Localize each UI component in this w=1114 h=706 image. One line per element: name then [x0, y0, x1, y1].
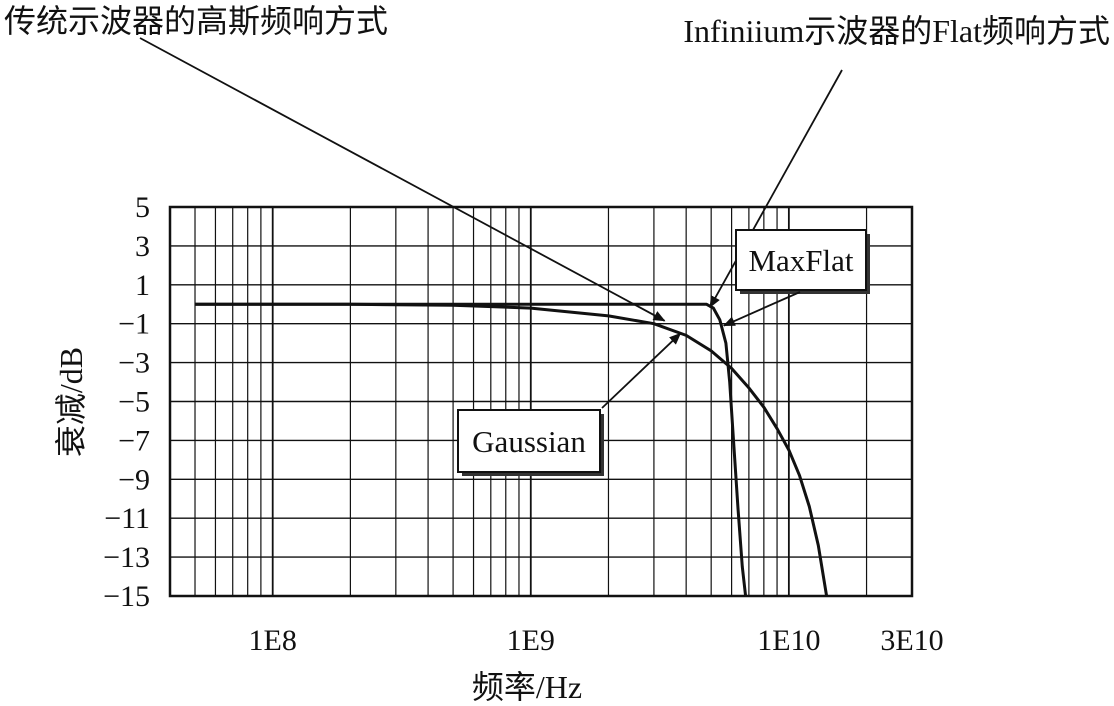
y-tick-label: −7: [118, 424, 150, 457]
y-tick-label: −9: [118, 463, 150, 496]
y-tick-label: −13: [103, 541, 150, 574]
y-tick-label: 1: [135, 269, 150, 302]
y-tick-label: 3: [135, 230, 150, 263]
x-tick-label: 1E8: [249, 624, 297, 657]
chart-series: [195, 302, 829, 597]
y-tick-label: −11: [104, 502, 150, 535]
chart-grid: [168, 205, 914, 598]
plot-frame: [168, 205, 914, 598]
legend-box: [735, 229, 867, 291]
annotation-text: 传统示波器的高斯频响方式: [4, 3, 388, 39]
chart-tick-labels: 5 3 1 −1 −3 −5 −7 −9 −11 −13 −15 1E8 1E9 1E10 3E10: [103, 191, 944, 657]
legend-box-arrow: [722, 291, 801, 327]
x-tick-label: 1E10: [757, 624, 820, 657]
y-tick-label: −15: [103, 580, 150, 613]
x-axis-label: 频率/Hz: [472, 669, 582, 705]
y-tick-label: −1: [118, 308, 150, 341]
legend-box-label: Gaussian: [472, 424, 586, 459]
legend-box-label: MaxFlat: [748, 243, 853, 278]
y-tick-label: −5: [118, 386, 150, 419]
chart-annotations: 传统示波器的高斯频响方式 Infiniium示波器的Flat频响方式 Gaussia…: [4, 3, 1110, 476]
x-tick-label: 3E10: [880, 624, 943, 657]
y-tick-label: 5: [135, 191, 150, 224]
y-tick-label: −3: [118, 347, 150, 380]
y-axis-label: 衰减/dB: [53, 347, 89, 457]
legend-box: [457, 409, 601, 473]
x-tick-label: 1E9: [507, 624, 555, 657]
legend-box-arrow: [601, 332, 682, 409]
annotation-arrow: [709, 69, 843, 309]
series-line-gaussian: [195, 302, 829, 597]
annotation-arrow: [139, 37, 666, 322]
series-line-maxflat: [195, 302, 748, 597]
annotation-text: Infiniium示波器的Flat频响方式: [683, 13, 1110, 49]
